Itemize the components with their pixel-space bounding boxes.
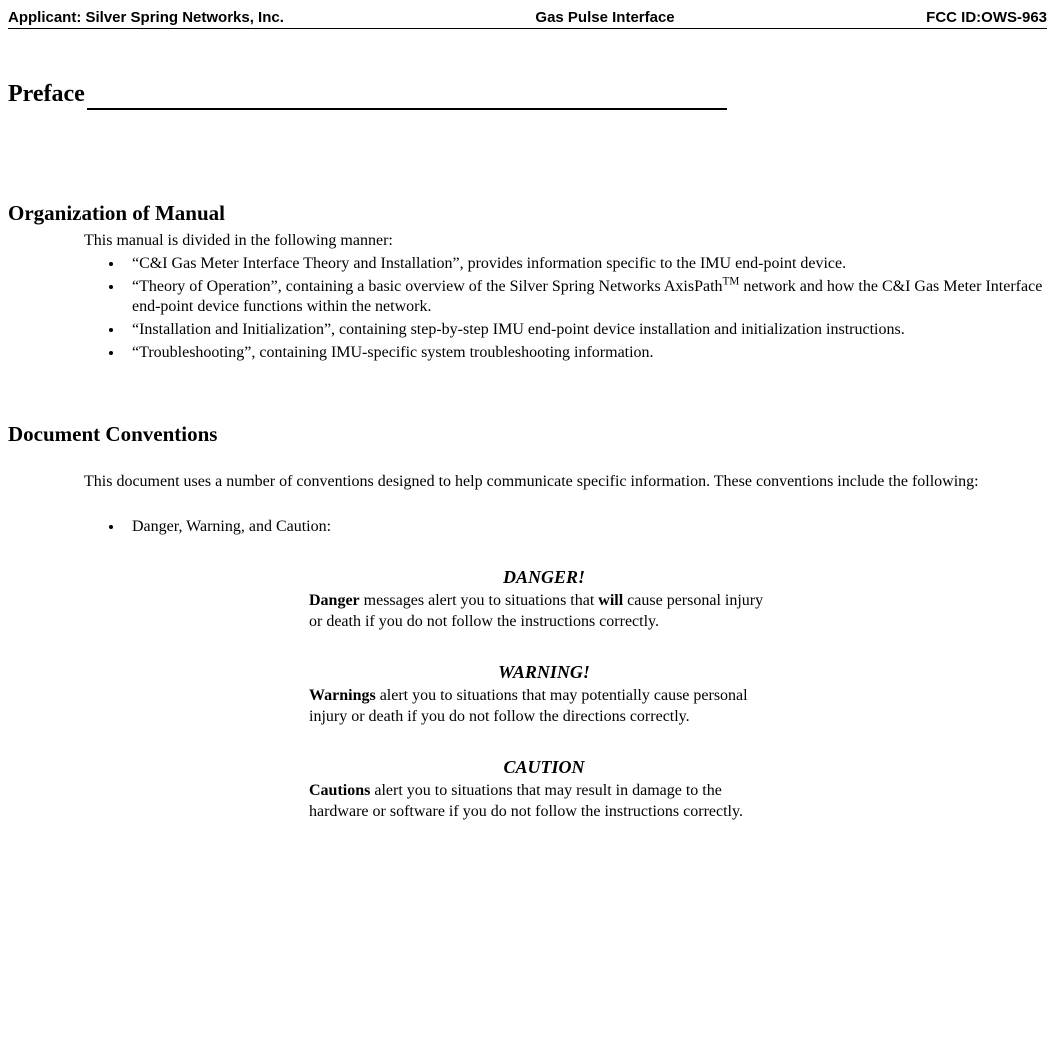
conventions-heading: Document Conventions: [8, 421, 1047, 448]
danger-text-pre: messages alert you to situations that: [360, 592, 599, 609]
preface-title-text: Preface: [8, 81, 85, 107]
danger-block: DANGER! Danger messages alert you to sit…: [309, 566, 779, 633]
caution-text: alert you to situations that may result …: [309, 782, 743, 820]
danger-body: Danger messages alert you to situations …: [309, 591, 779, 633]
preface-heading: Preface: [8, 79, 1047, 110]
list-item: Danger, Warning, and Caution:: [124, 517, 1047, 538]
conventions-body: This document uses a number of conventio…: [84, 472, 1047, 823]
conventions-intro: This document uses a number of conventio…: [84, 472, 1047, 493]
organization-intro: This manual is divided in the following …: [84, 231, 1047, 252]
list-item: “Installation and Initialization”, conta…: [124, 320, 1047, 341]
caution-title: CAUTION: [309, 756, 779, 779]
document-header: Applicant: Silver Spring Networks, Inc. …: [8, 8, 1047, 29]
warning-body: Warnings alert you to situations that ma…: [309, 686, 779, 728]
conventions-list: Danger, Warning, and Caution:: [84, 517, 1047, 538]
product-name: Gas Pulse Interface: [535, 8, 674, 28]
organization-heading: Organization of Manual: [8, 200, 1047, 227]
fcc-id: FCC ID:OWS-963: [926, 8, 1047, 28]
list-item: “C&I Gas Meter Interface Theory and Inst…: [124, 254, 1047, 275]
preface-underline: [87, 97, 727, 110]
list-item: “Troubleshooting”, containing IMU-specif…: [124, 343, 1047, 364]
danger-will: will: [598, 592, 623, 609]
applicant-label: Applicant: Silver Spring Networks, Inc.: [8, 8, 284, 28]
item-text-pre: “Theory of Operation”, containing a basi…: [132, 278, 723, 295]
organization-list: “C&I Gas Meter Interface Theory and Inst…: [84, 254, 1047, 364]
danger-lead: Danger: [309, 592, 360, 609]
caution-block: CAUTION Cautions alert you to situations…: [309, 756, 779, 823]
trademark-sup: TM: [723, 275, 740, 287]
caution-lead: Cautions: [309, 782, 370, 799]
warning-block: WARNING! Warnings alert you to situation…: [309, 661, 779, 728]
caution-body: Cautions alert you to situations that ma…: [309, 781, 779, 823]
warning-lead: Warnings: [309, 687, 376, 704]
warning-title: WARNING!: [309, 661, 779, 684]
danger-title: DANGER!: [309, 566, 779, 589]
organization-body: This manual is divided in the following …: [84, 231, 1047, 364]
warning-text: alert you to situations that may potenti…: [309, 687, 748, 725]
list-item: “Theory of Operation”, containing a basi…: [124, 277, 1047, 319]
